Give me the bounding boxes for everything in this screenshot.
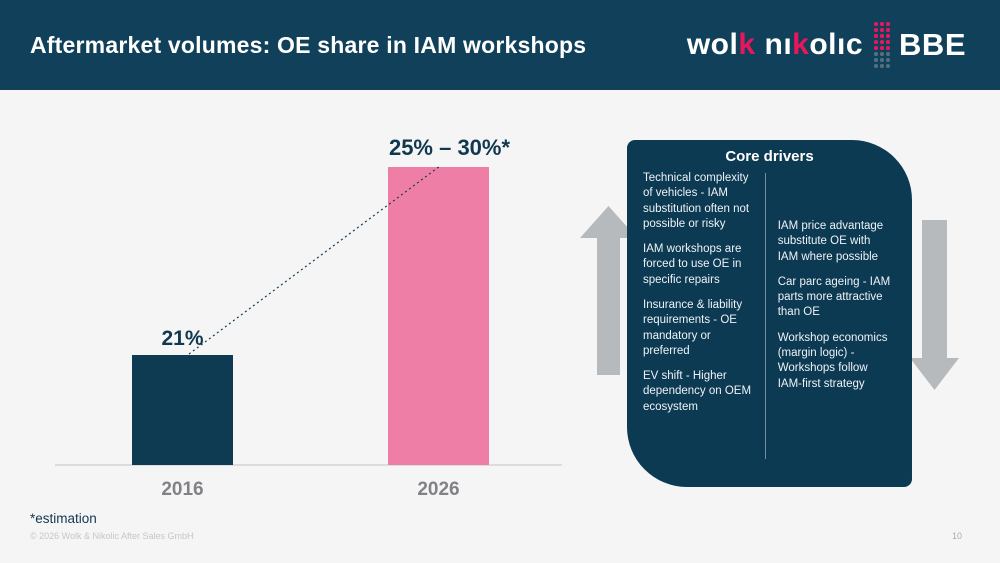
driver-item: IAM workshops are forced to use OE in sp… [643,243,742,286]
logo-dot [874,64,878,68]
logo-dots-icon [873,21,891,69]
logo-dot [874,22,878,26]
logo-dot [886,46,890,50]
bar-2026 [388,167,489,465]
page-title: Aftermarket volumes: OE share in IAM wor… [30,31,587,58]
axis-label-2026: 2026 [417,479,460,500]
copyright-text: © 2026 Wolk & Nikolic After Sales GmbH [30,531,194,541]
brand-logo: wolk nıkolıc BBE [687,21,966,69]
logo-dot [874,40,878,44]
logo-dot [886,22,890,26]
core-drivers-panel: Core drivers Technical complexity of veh… [627,140,912,487]
logo-dot [874,34,878,38]
logo-dot [880,28,884,32]
logo-dot [880,40,884,44]
logo-text: wol [686,28,739,61]
driver-item: Insurance & liability requirements - OE … [643,298,743,357]
logo-dot [886,58,890,62]
driver-item: Car parc ageing - IAM parts more attract… [777,275,891,319]
panel-title: Core drivers [725,148,814,165]
driver-item: Workshop economics (margin logic) - Work… [777,331,888,390]
panel-divider [764,173,766,459]
logo-word-wolk: wolk [687,28,756,62]
logo-k-glyph: k [792,28,810,61]
logo-dot [886,52,890,56]
driver-item: IAM price advantage substitute OE with I… [777,220,884,263]
driver-item: Technical complexity of vehicles - IAM s… [643,172,750,230]
logo-bbe: BBE [899,27,966,62]
logo-dot [880,58,884,62]
logo-dot [874,46,878,50]
panel-body: Technical complexity of vehicles - IAM s… [627,165,912,459]
page-number: 10 [952,531,963,541]
value-label-2026: 25% – 30%* [388,135,511,160]
down-arrow-icon [910,220,959,390]
chart-baseline [55,464,562,466]
logo-text: olıc [809,28,864,61]
value-label-2016: 21% [161,327,204,350]
logo-dot [886,28,890,32]
logo-dot [880,52,884,56]
up-arrow-icon [580,206,637,375]
header-bar: Aftermarket volumes: OE share in IAM wor… [0,0,1000,90]
driver-item: EV shift - Higher dependency on OEM ecos… [643,370,752,413]
logo-dot [886,34,890,38]
logo-dot [874,58,878,62]
axis-label-2016: 2016 [161,479,204,500]
logo-dot [874,28,878,32]
logo-dot [886,64,890,68]
logo-dot [880,22,884,26]
logo-dot [880,46,884,50]
logo-text: nı [764,28,793,61]
logo-dot [880,64,884,68]
panel-left-column: Technical complexity of vehicles - IAM s… [643,171,765,459]
trend-line [184,165,441,358]
panel-right-column: IAM price advantage substitute OE with I… [766,171,893,459]
logo-dot [880,34,884,38]
logo-k-glyph: k [738,28,756,61]
logo-dot [874,52,878,56]
logo-dot [886,40,890,44]
estimation-note: *estimation [30,511,97,526]
logo-word-nikolic: nıkolıc [765,28,864,62]
bar-2016 [132,355,233,465]
